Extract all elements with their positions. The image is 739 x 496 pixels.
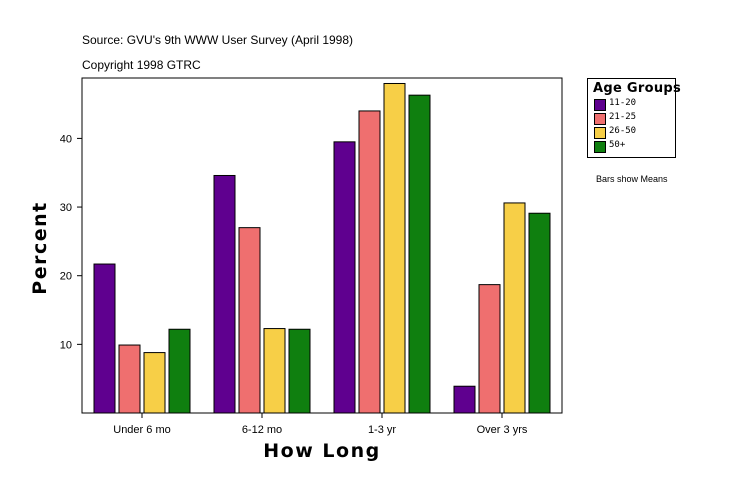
legend-label: 26-50 [609,126,637,136]
bars-show-means-note: Bars show Means [596,174,668,184]
legend-title: Age Groups [593,81,682,96]
x-tick-label: 1-3 yr [368,424,396,436]
legend-label: 50+ [609,140,626,150]
source-caption: Source: GVU's 9th WWW User Survey (April… [82,33,354,47]
bar-50-plus-over-3-yrs [528,212,551,414]
bar-21-25-under-6-mo [118,344,141,414]
y-tick-label: 40 [60,133,72,145]
legend-swatch [594,141,606,153]
bar-11-20-1-3-yr [333,141,356,414]
legend-label: 21-25 [609,112,637,122]
bar-21-25-over-3-yrs [478,284,501,414]
bar-26-50-over-3-yrs [503,202,526,414]
bar-50-plus-6-12-mo [288,328,311,414]
bar-50-plus-under-6-mo [168,328,191,414]
y-tick-label: 20 [60,271,72,283]
bar-26-50-1-3-yr [383,82,406,414]
legend-swatch [594,113,606,125]
legend: Age Groups 11-20 21-25 26-50 50+ [587,78,681,158]
bar-11-20-6-12-mo [213,174,236,414]
y-tick-label: 10 [60,339,72,351]
bar-21-25-6-12-mo [238,227,261,414]
x-tick-label: Over 3 yrs [477,424,528,436]
x-tick-label: Under 6 mo [113,424,170,436]
y-tick-label: 30 [60,202,72,214]
bar-11-20-under-6-mo [93,263,116,414]
legend-label: 11-20 [609,98,637,108]
bar-21-25-1-3-yr [358,110,381,414]
copyright-caption: Copyright 1998 GTRC [82,58,201,72]
bar-11-20-over-3-yrs [453,385,476,414]
x-axis-title: How Long [263,440,380,462]
y-axis-title: Percent [29,201,51,294]
bar-50-plus-1-3-yr [408,94,431,414]
legend-swatch [594,127,606,139]
bar-26-50-under-6-mo [143,352,166,414]
bar-26-50-6-12-mo [263,328,286,414]
plot-frame [81,77,563,414]
legend-swatch [594,99,606,111]
x-tick-label: 6-12 mo [242,424,282,436]
